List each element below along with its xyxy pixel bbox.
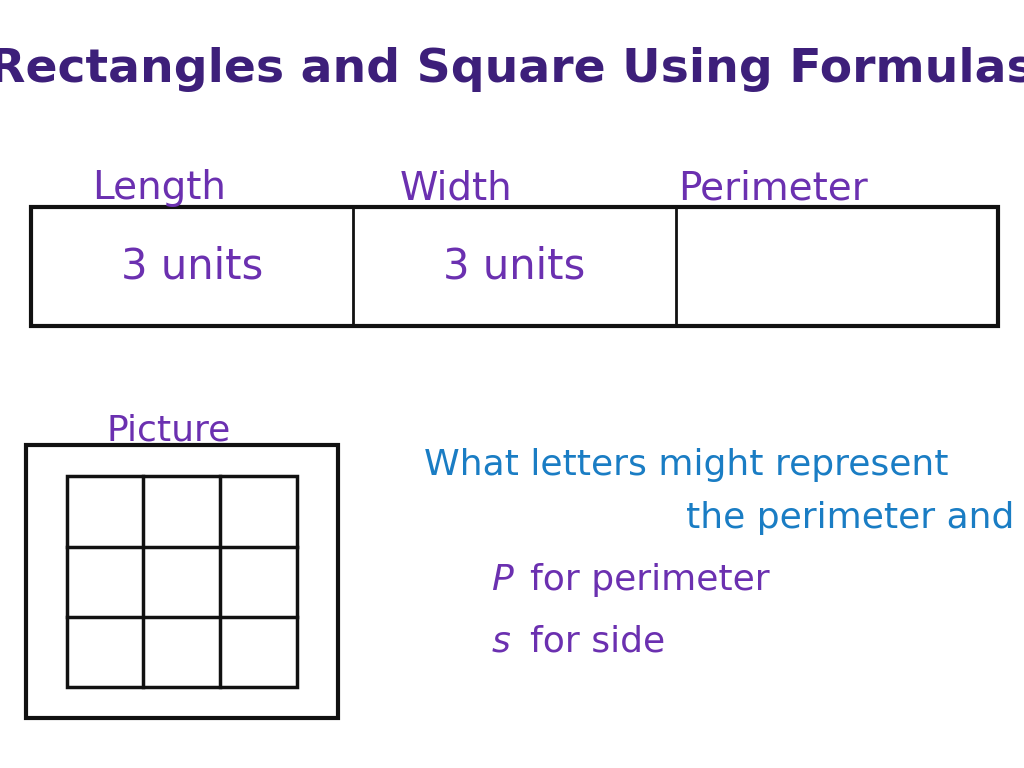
Text: What letters might represent: What letters might represent xyxy=(424,448,948,482)
Bar xyxy=(26,445,338,718)
Text: 3 units: 3 units xyxy=(443,246,586,288)
Bar xyxy=(31,207,998,326)
Bar xyxy=(67,476,297,687)
Text: s: s xyxy=(492,624,510,658)
Text: P: P xyxy=(492,563,513,597)
Text: 3 units: 3 units xyxy=(121,246,263,288)
Text: the perimeter and side.: the perimeter and side. xyxy=(686,502,1024,535)
Text: Rectangles and Square Using Formulas: Rectangles and Square Using Formulas xyxy=(0,47,1024,91)
Text: Perimeter: Perimeter xyxy=(678,169,868,207)
Text: Width: Width xyxy=(399,169,512,207)
Text: for perimeter: for perimeter xyxy=(530,563,770,597)
Text: Length: Length xyxy=(92,169,225,207)
Text: for side: for side xyxy=(530,624,666,658)
Text: Picture: Picture xyxy=(106,413,231,447)
